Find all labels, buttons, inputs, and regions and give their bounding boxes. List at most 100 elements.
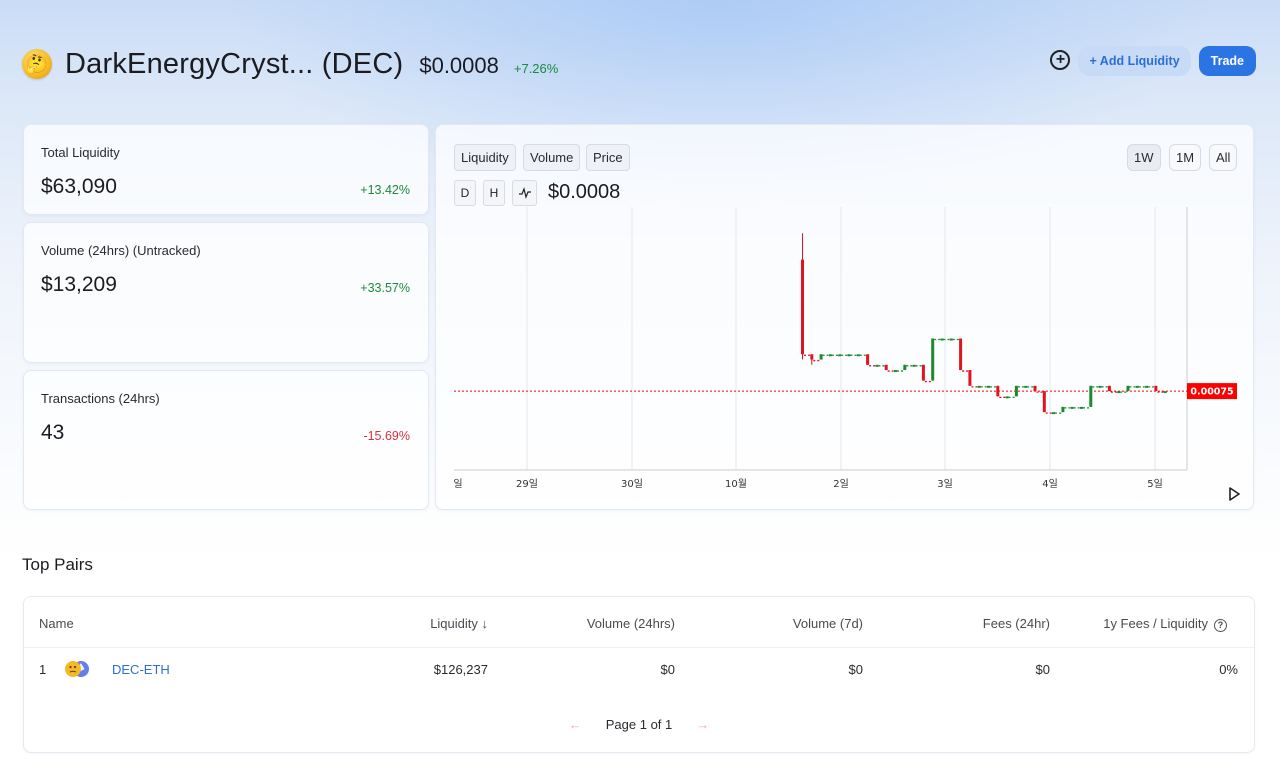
candle bbox=[987, 385, 990, 388]
candle bbox=[819, 354, 823, 360]
candle bbox=[1154, 385, 1158, 392]
token-price: $0.0008 bbox=[419, 53, 499, 78]
column-header-fees-24h[interactable]: Fees (24hr) bbox=[982, 616, 1050, 631]
candle bbox=[968, 370, 972, 386]
x-tick-label: 4일 bbox=[1042, 478, 1058, 490]
candle bbox=[1061, 406, 1065, 413]
chart-current-price: $0.0008 bbox=[548, 181, 621, 203]
cell-liquidity: $126,237 bbox=[433, 662, 488, 677]
candle bbox=[912, 364, 916, 367]
token-header: 🤔 DarkEnergyCryst... (DEC) $0.0008 +7.26… bbox=[22, 44, 558, 84]
cell-volume-7d: $0 bbox=[848, 662, 863, 677]
stat-value: $63,090 bbox=[41, 175, 117, 198]
candle bbox=[847, 354, 851, 357]
candle bbox=[1098, 385, 1102, 388]
column-header-liquidity[interactable]: Liquidity ↓ bbox=[430, 616, 488, 631]
cell-fees-liquidity: 0% bbox=[1219, 662, 1238, 677]
stat-change: -15.69% bbox=[363, 429, 410, 443]
stat-value: 43 bbox=[41, 421, 65, 444]
line-chart-icon[interactable] bbox=[512, 180, 537, 206]
candle bbox=[1052, 412, 1056, 415]
candle bbox=[866, 354, 870, 365]
column-header-volume-7d[interactable]: Volume (7d) bbox=[792, 616, 863, 631]
column-header-name[interactable]: Name bbox=[39, 616, 74, 631]
hourly-candle-button[interactable]: H bbox=[483, 180, 505, 206]
tab-price[interactable]: Price bbox=[586, 144, 630, 171]
candle bbox=[1145, 385, 1149, 388]
range-all-button[interactable]: All bbox=[1209, 144, 1238, 171]
add-liquidity-button[interactable]: + Add Liquidity bbox=[1078, 46, 1191, 76]
candle bbox=[894, 370, 897, 373]
x-tick-label: 10월 bbox=[725, 478, 747, 490]
candle bbox=[903, 364, 907, 371]
thinking-face-icon: 🤔 bbox=[22, 49, 52, 79]
row-index: 1 bbox=[39, 662, 47, 677]
plus-circle-icon[interactable]: + bbox=[1050, 50, 1071, 70]
stat-label: Volume (24hrs) (Untracked) bbox=[41, 243, 201, 258]
candle bbox=[1135, 385, 1139, 388]
candle bbox=[1117, 391, 1121, 394]
price-chart[interactable]: 일 29일 30일 10월 2일 3일 4일 5일 0.00075 bbox=[436, 125, 1255, 511]
candle bbox=[959, 338, 963, 371]
range-1m-button[interactable]: 1M bbox=[1169, 144, 1202, 171]
candle bbox=[931, 338, 935, 381]
x-tick-label: 5일 bbox=[1147, 478, 1163, 490]
x-tick-label: 29일 bbox=[516, 478, 538, 490]
stat-card-volume: Volume (24hrs) (Untracked) $13,209 +33.5… bbox=[23, 222, 429, 363]
x-tick-label: 일 bbox=[453, 478, 462, 490]
price-marker-box bbox=[1187, 383, 1237, 400]
header-actions: + + Add Liquidity Trade bbox=[1050, 46, 1256, 76]
candle bbox=[1070, 406, 1074, 409]
candle bbox=[940, 338, 944, 341]
column-header-volume-24h[interactable]: Volume (24hrs) bbox=[586, 616, 675, 631]
candle bbox=[801, 259, 804, 355]
stat-label: Total Liquidity bbox=[41, 145, 120, 160]
candle bbox=[977, 385, 981, 388]
prev-page-button[interactable]: ← bbox=[568, 717, 582, 732]
candle bbox=[1024, 385, 1028, 388]
column-header-fees-liquidity[interactable]: 1y Fees / Liquidity? bbox=[1103, 616, 1227, 632]
daily-candle-button[interactable]: D bbox=[454, 180, 476, 206]
stat-label: Transactions (24hrs) bbox=[41, 391, 160, 406]
stat-card-transactions: Transactions (24hrs) 43 -15.69% bbox=[23, 370, 429, 510]
top-pairs-table: Name Liquidity ↓ Volume (24hrs) Volume (… bbox=[23, 596, 1255, 753]
candle bbox=[1163, 391, 1167, 394]
chart-panel: 일 29일 30일 10월 2일 3일 4일 5일 0.00075 Liquidity Volu… bbox=[435, 124, 1254, 510]
header-divider bbox=[24, 647, 1254, 648]
candle bbox=[949, 338, 953, 341]
candle bbox=[921, 364, 925, 381]
candle bbox=[838, 354, 842, 357]
candle bbox=[1033, 385, 1037, 392]
token-name: DarkEnergyCryst... (DEC) bbox=[65, 47, 404, 80]
candle bbox=[1005, 396, 1009, 399]
candle bbox=[828, 354, 832, 357]
cell-fees-24h: $0 bbox=[1035, 662, 1050, 677]
candle bbox=[1089, 385, 1093, 407]
x-tick-label: 3일 bbox=[937, 478, 953, 490]
stat-card-total-liquidity: Total Liquidity $63,090 +13.42% bbox=[23, 124, 429, 215]
candle bbox=[856, 354, 860, 357]
token-change: +7.26% bbox=[513, 60, 559, 76]
question-circle-icon[interactable]: ? bbox=[1214, 619, 1227, 632]
tab-liquidity[interactable]: Liquidity bbox=[454, 144, 516, 171]
trade-button[interactable]: Trade bbox=[1198, 46, 1256, 76]
price-marker-label: 0.00075 bbox=[1190, 387, 1233, 398]
candle bbox=[1126, 385, 1130, 392]
candle bbox=[1042, 391, 1046, 413]
stat-change: +13.42% bbox=[360, 183, 410, 197]
candle bbox=[1014, 385, 1018, 397]
range-1w-button[interactable]: 1W bbox=[1127, 144, 1161, 171]
x-tick-label: 2일 bbox=[833, 478, 849, 490]
x-tick-label: 30일 bbox=[621, 478, 643, 490]
play-icon[interactable] bbox=[1227, 487, 1241, 501]
candle bbox=[884, 364, 888, 371]
pair-link-dec-eth[interactable]: DEC-ETH bbox=[112, 662, 170, 677]
stat-change: +33.57% bbox=[360, 281, 410, 295]
cell-volume-24h: $0 bbox=[660, 662, 675, 677]
candle bbox=[1080, 406, 1083, 409]
candle bbox=[810, 354, 814, 360]
column-header-fees-liquidity-label: 1y Fees / Liquidity bbox=[1103, 616, 1208, 631]
next-page-button[interactable]: → bbox=[696, 717, 710, 732]
tab-volume[interactable]: Volume bbox=[523, 144, 581, 171]
candle bbox=[996, 385, 1000, 397]
